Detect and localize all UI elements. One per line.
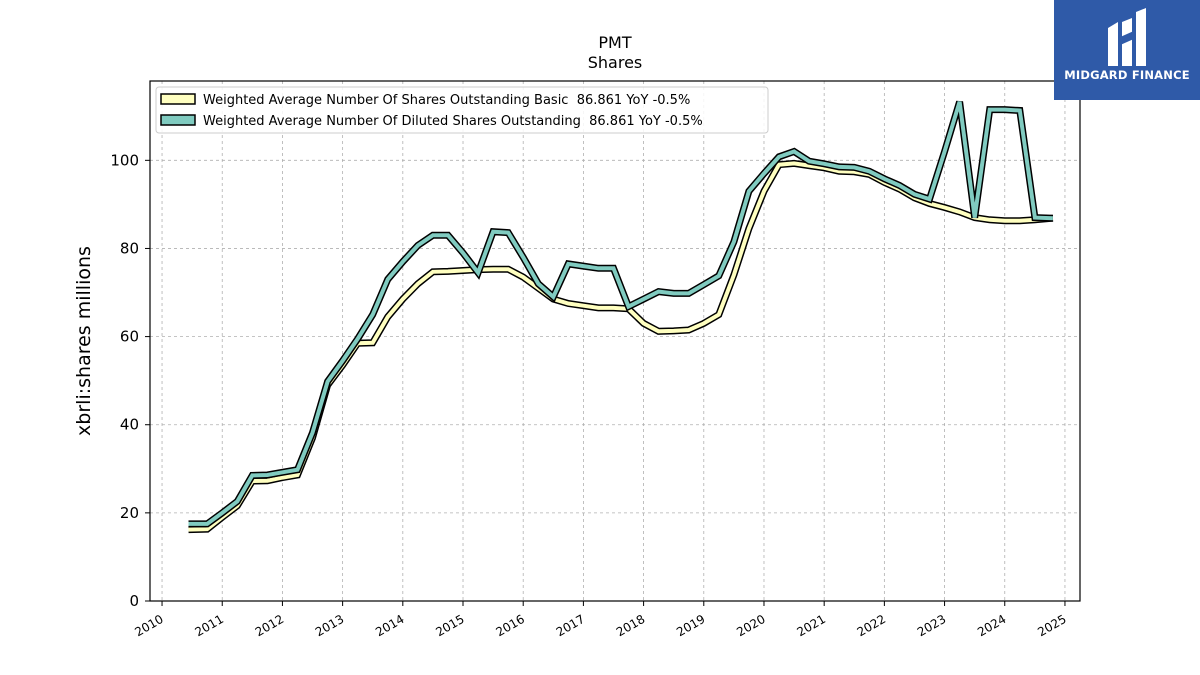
y-tick-label: 0: [129, 592, 139, 610]
y-tick-label: 60: [120, 328, 139, 346]
x-tick-label: 2020: [734, 612, 767, 639]
series-line-0: [188, 161, 1054, 532]
x-tick-label: 2017: [554, 612, 587, 639]
series-line-outline-1: [188, 100, 1054, 528]
x-tick-label: 2015: [433, 612, 466, 639]
axis-ticks: 2010 2011 2012 2013 2014 2015 2016 2017 2018 2019…: [110, 151, 1068, 639]
brand-mark-icon: [1108, 8, 1146, 66]
series-lines: [188, 100, 1054, 534]
plot-frame: [149, 80, 1081, 602]
chart-subtitle: Shares: [588, 53, 643, 72]
legend-box: [155, 86, 769, 134]
brand-logo: MIDGARD FINANCE: [1054, 0, 1200, 100]
y-tick-label: 100: [110, 151, 139, 169]
x-tick-label: 2022: [855, 612, 888, 639]
x-tick-label: 2014: [373, 612, 406, 639]
x-tick-label: 2021: [794, 612, 827, 639]
x-tick-label: 2012: [253, 612, 286, 639]
x-tick-label: 2024: [975, 612, 1008, 639]
y-tick-label: 20: [120, 504, 139, 522]
x-tick-label: 2011: [193, 612, 226, 639]
legend-swatch-diluted: [160, 114, 196, 126]
legend-label-basic: Weighted Average Number Of Shares Outsta…: [203, 93, 690, 108]
y-tick-label: 40: [120, 416, 139, 434]
legend-label-diluted: Weighted Average Number Of Diluted Share…: [203, 114, 703, 129]
legend-swatch-basic: [160, 93, 196, 105]
x-tick-label: 2019: [674, 612, 707, 639]
x-tick-label: 2010: [132, 612, 165, 639]
x-tick-label: 2016: [494, 612, 527, 639]
x-tick-label: 2025: [1035, 612, 1068, 639]
chart-title: PMT: [598, 33, 631, 52]
legend: Weighted Average Number Of Shares Outsta…: [155, 86, 769, 134]
x-tick-label: 2013: [313, 612, 346, 639]
x-tick-label: 2018: [614, 612, 647, 639]
brand-name: MIDGARD FINANCE: [1064, 68, 1190, 82]
y-axis-label: xbrli:shares millions: [73, 246, 95, 436]
series-line-1: [188, 101, 1053, 526]
y-tick-label: 80: [120, 239, 139, 257]
series-line-outline-0: [188, 159, 1054, 534]
x-tick-label: 2023: [915, 612, 948, 639]
